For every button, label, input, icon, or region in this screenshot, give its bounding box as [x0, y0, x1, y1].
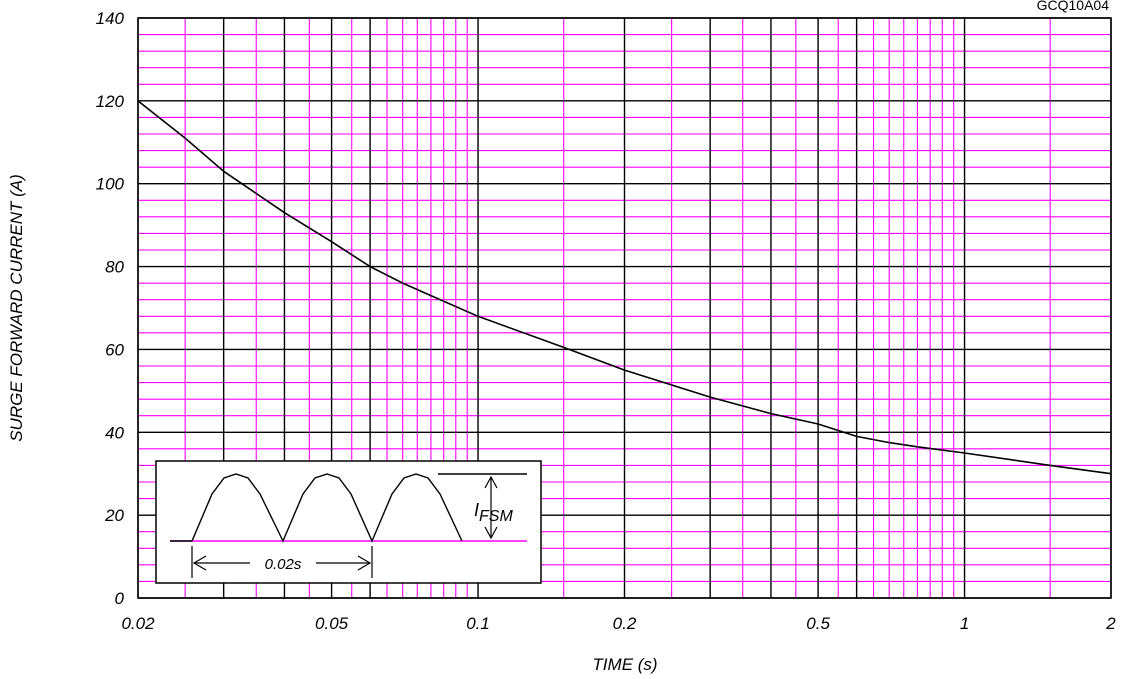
x-tick-label: 2 — [1105, 614, 1116, 633]
surge-current-curve — [137, 100, 1112, 475]
x-tick-label: 1 — [960, 614, 969, 633]
y-tick-label: 40 — [105, 423, 124, 442]
series-layer — [137, 100, 1112, 475]
x-tick-label: 0.05 — [315, 614, 349, 633]
x-tick-label: 0.5 — [806, 614, 830, 633]
plot-frame — [137, 17, 1112, 599]
x-axis-title: TIME (s) — [592, 655, 657, 674]
x-tick-label: 0.1 — [466, 614, 490, 633]
inset-period-label: 0.02s — [265, 556, 302, 573]
y-tick-labels: 0 20 40 60 80 100 120 140 — [96, 9, 125, 608]
y-tick-label: 20 — [104, 506, 124, 525]
y-tick-label: 140 — [96, 9, 125, 28]
waveform-inset: IFSM 0.02s — [155, 460, 542, 584]
y-tick-label: 80 — [105, 258, 124, 277]
y-tick-label: 0 — [115, 589, 125, 608]
x-tick-labels: 0.02 0.05 0.1 0.2 0.5 1 2 — [121, 614, 1116, 633]
y-tick-label: 60 — [105, 340, 124, 359]
x-tick-label: 0.02 — [121, 614, 155, 633]
inset-peak-label: IFSM — [474, 500, 513, 525]
inset-waveform — [170, 473, 463, 543]
x-tick-label: 0.2 — [613, 614, 637, 633]
y-tick-label: 100 — [96, 175, 125, 194]
y-axis-title: SURGE FORWARD CURRENT (A) — [7, 174, 26, 442]
inset-period-arrowheads — [192, 555, 372, 571]
y-tick-label: 120 — [96, 92, 125, 111]
part-code: GCQ10A04 — [1037, 0, 1110, 13]
inset-peak-arrowheads — [484, 475, 498, 540]
